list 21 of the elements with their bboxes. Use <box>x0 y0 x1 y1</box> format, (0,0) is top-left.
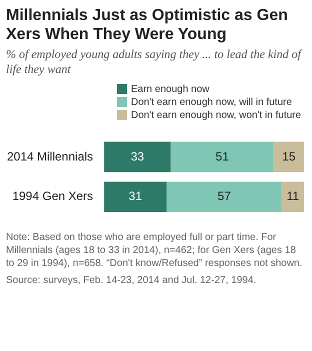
bar <box>274 142 304 172</box>
text: Note: Based on those who are employed full or part time. For Millennials (ages 18 to 33 in 2014), n=462; for Gen Xers (ages 18 to 29 in 1994), n=658. “Don't know/Refused” responses not shown. <box>6 231 304 270</box>
data-label: 31 <box>128 189 142 204</box>
bar <box>166 182 282 212</box>
y-tick-label: 1994 Gen Xers <box>12 189 94 204</box>
legend-label: Don't earn enough now, won't in future <box>131 110 302 121</box>
bar <box>282 182 304 212</box>
data-label: 15 <box>282 149 296 164</box>
y-tick-label: 2014 Millennials <box>6 149 94 164</box>
data-label: 57 <box>218 189 232 204</box>
data-label: 33 <box>130 149 144 164</box>
chart-subtitle: % of employed young adults saying they ... to lead the kind of life they want <box>6 47 304 77</box>
legend-label: Don't earn enough now, will in future <box>131 96 292 108</box>
bar <box>104 142 171 172</box>
data-label: 51 <box>216 149 230 164</box>
source-note: Source: surveys, Feb. 14-23, 2014 and Jul. 12-27, 1994. <box>6 274 258 287</box>
data-label: 11 <box>286 189 300 204</box>
bar <box>170 142 274 172</box>
bar <box>104 182 167 212</box>
legend-label: Earn enough now <box>131 84 210 95</box>
chart-title: Millennials Just as Optimistic as Gen Xers When They Were Young <box>6 6 289 44</box>
